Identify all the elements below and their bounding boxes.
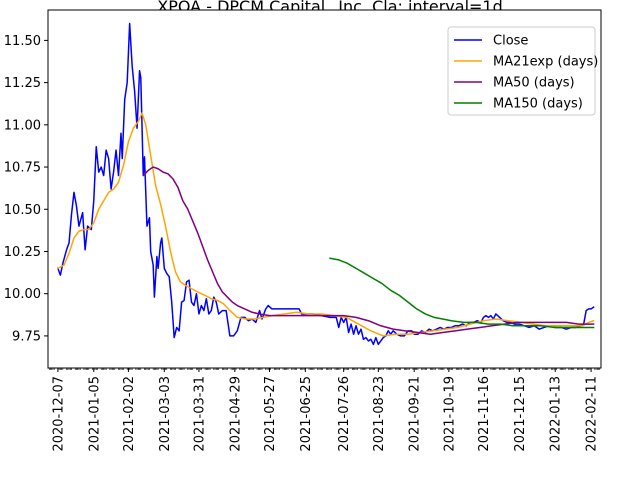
x-tick-label: 2021-09-21 (408, 376, 423, 452)
x-tick-label: 2021-03-31 (192, 376, 207, 452)
legend-box (447, 26, 596, 116)
x-tick-label: 2022-01-13 (549, 376, 564, 452)
series-line-1 (56, 22, 595, 346)
y-tick-label: 11.50 (4, 34, 41, 49)
x-tick-label: 2021-06-25 (299, 376, 314, 452)
legend-label-2: MA21exp (days) (493, 55, 598, 70)
x-tick-label: 2021-01-05 (87, 376, 102, 452)
y-axis: 9.75 10.00 10.25 10.50 10.75 11.00 11.25 11.50 (4, 34, 48, 344)
x-tick-label: 2021-07-26 (337, 376, 352, 452)
y-tick-label: 10.00 (4, 287, 41, 302)
y-tick-label: 10.25 (4, 245, 41, 260)
x-tick-label: 2021-10-19 (442, 376, 457, 452)
y-tick-label: 9.75 (12, 329, 41, 344)
x-tick-label: 2021-05-27 (263, 376, 278, 452)
y-tick-label: 11.00 (4, 118, 41, 133)
y-tick-label: 10.75 (4, 161, 41, 176)
axes-frame (47, 9, 602, 369)
legend-label-4: MA150 (days) (493, 97, 583, 112)
x-tick-label: 2021-02-02 (122, 376, 137, 452)
y-tick-label: 10.50 (4, 203, 41, 218)
x-tick-label: 2022-02-11 (585, 376, 600, 452)
series-line-3 (142, 166, 595, 335)
legend-label-1: Close (493, 34, 528, 49)
x-axis: 2020-12-07 2021-01-05 2021-02-02 2021-03-03… (48, 368, 601, 452)
series-line-4 (329, 257, 595, 329)
y-tick-label: 11.25 (4, 76, 41, 91)
series-lines (56, 22, 595, 346)
x-tick-label: 2021-11-16 (477, 376, 492, 452)
x-tick-label: 2021-12-15 (513, 376, 528, 452)
series-line-2 (56, 112, 595, 337)
x-tick-label: 2020-12-07 (51, 376, 66, 452)
legend-label-3: MA50 (days) (493, 76, 575, 91)
x-tick-label: 2021-03-03 (158, 376, 173, 452)
x-tick-label: 2021-04-29 (228, 376, 243, 452)
x-tick-label: 2021-08-23 (372, 376, 387, 452)
legend: Close MA21exp (days) MA50 (days) MA150 (day… (447, 26, 598, 116)
